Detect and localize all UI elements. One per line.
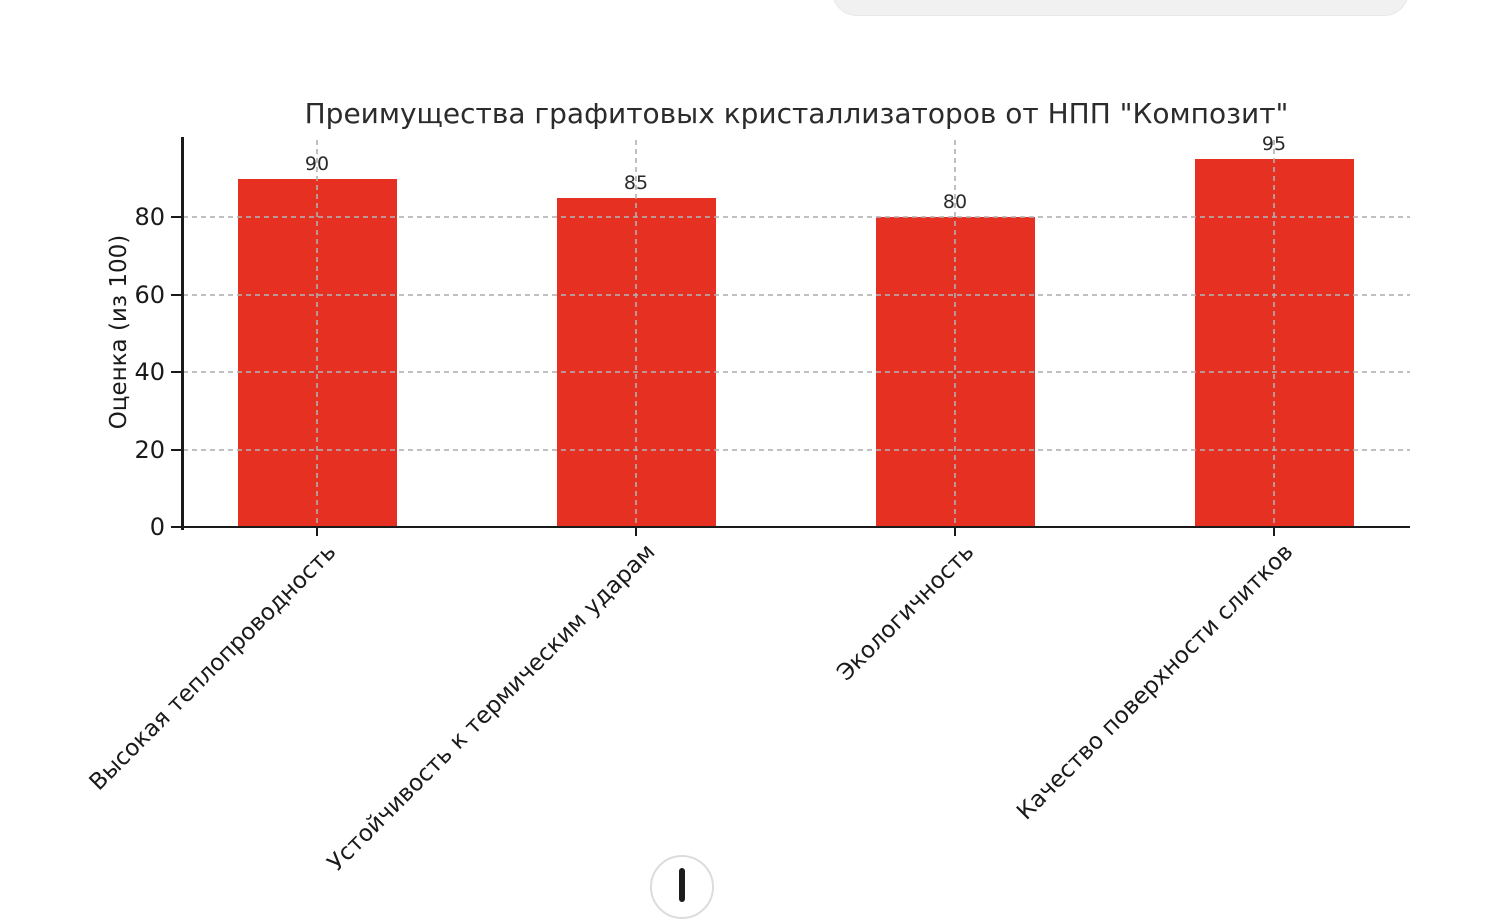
floating-panel xyxy=(832,0,1409,16)
y-tick xyxy=(171,293,181,296)
x-tick xyxy=(316,528,318,536)
y-tick-label: 0 xyxy=(149,513,165,541)
y-tick-label: 80 xyxy=(134,203,165,232)
y-tick-label: 60 xyxy=(134,280,165,309)
h-gridline-20 xyxy=(183,448,1410,451)
x-tick-label: Устойчивость к термическим ударам xyxy=(322,539,661,877)
x-tick-label: Высокая теплопроводность xyxy=(84,539,342,796)
x-axis-line xyxy=(181,525,1410,528)
v-gridline-4 xyxy=(1273,140,1275,527)
bar-value-label: 90 xyxy=(304,152,330,175)
bar-value-label: 80 xyxy=(942,191,968,214)
x-tick xyxy=(635,528,637,536)
x-tick-label: Экологичность xyxy=(832,539,980,687)
page: Преимущества графитовых кристаллизаторов… xyxy=(85,0,1410,919)
x-tick-label: Качество поверхности слитков xyxy=(1012,539,1299,826)
y-tick xyxy=(171,216,181,219)
x-tick xyxy=(1273,528,1275,536)
bar-value-label: 85 xyxy=(623,172,649,195)
scroll-down-button[interactable] xyxy=(650,855,714,919)
arrow-down-icon xyxy=(679,868,685,902)
v-gridline-2 xyxy=(635,140,637,527)
y-tick-label: 20 xyxy=(134,435,165,464)
y-axis-line xyxy=(181,137,184,530)
bar-value-label: 95 xyxy=(1261,133,1287,156)
y-tick xyxy=(171,526,181,528)
chart-title: Преимущества графитовых кристаллизаторов… xyxy=(304,97,1289,130)
y-tick xyxy=(171,448,181,451)
v-gridline-3 xyxy=(954,140,956,527)
y-tick xyxy=(171,371,181,374)
h-gridline-80 xyxy=(183,216,1410,219)
h-gridline-40 xyxy=(183,371,1410,374)
y-tick-label: 40 xyxy=(134,358,165,387)
x-tick xyxy=(954,528,956,536)
v-gridline-1 xyxy=(316,140,318,527)
h-gridline-60 xyxy=(183,293,1410,296)
